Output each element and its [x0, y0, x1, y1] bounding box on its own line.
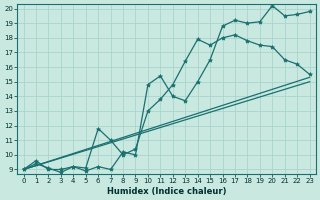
- X-axis label: Humidex (Indice chaleur): Humidex (Indice chaleur): [107, 187, 226, 196]
